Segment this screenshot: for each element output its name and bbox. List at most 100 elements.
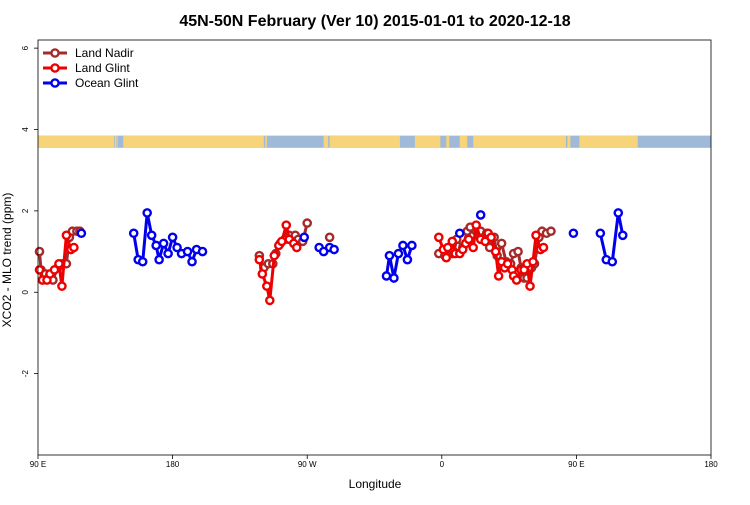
data-point [172,242,182,253]
y-tick-label: 4 [21,127,30,132]
data-point [447,236,458,247]
data-point [398,240,408,251]
data-point [291,242,302,253]
y-tick-label: 6 [21,45,30,50]
data-point [69,242,79,253]
data-point [475,210,486,220]
data-point [525,281,535,291]
data-point [34,265,45,275]
series-ocean-glint [76,208,628,283]
data-point [389,273,399,283]
data-point [471,220,481,230]
land-segment [459,135,468,148]
legend-label: Land Nadir [75,46,134,60]
land-segment [116,135,118,148]
legend-marker [50,63,60,73]
data-point [137,256,148,267]
series-land-glint [34,220,549,306]
x-tick-label: 90 W [298,460,317,469]
data-point [265,295,275,306]
series-line [132,211,203,264]
data-point [151,240,161,251]
land-ocean-band [38,135,711,148]
data-point [34,246,45,257]
data-point [257,269,268,279]
data-point [128,228,139,239]
data-point [146,230,157,241]
legend-label: Ocean Glint [75,76,139,90]
land-segment [265,135,267,148]
data-point [154,254,164,265]
data-point [49,265,60,275]
data-point [538,242,549,253]
y-tick-label: 0 [21,289,30,294]
x-tick-label: 0 [440,460,445,469]
data-point [531,230,541,241]
data-point [269,250,280,261]
land-segment [579,135,638,148]
data-point [513,246,523,257]
data-point [61,230,72,241]
data-point [182,246,193,257]
x-tick-label: 90 E [30,460,46,469]
data-point [613,208,624,218]
land-segment [115,135,117,148]
data-point [486,232,496,243]
data-point [607,256,618,267]
data-point [442,242,453,253]
data-point [163,248,173,259]
data-point [468,242,479,253]
data-point [302,218,313,228]
data-point [54,258,64,269]
x-tick-label: 180 [166,460,180,469]
data-point [281,220,292,230]
data-point [407,240,417,251]
land-segment [329,135,400,148]
legend-marker [50,48,60,58]
chart-title: 45N-50N February (Ver 10) 2015-01-01 to … [179,13,570,30]
land-segment [414,135,441,148]
data-point [454,228,465,239]
land-segment [446,135,450,148]
data-point [493,271,504,281]
land-segment [323,135,329,148]
data-point [617,230,628,241]
data-point [381,271,392,281]
data-point [329,244,339,255]
data-point [262,281,272,291]
data-point [463,234,474,245]
data-point [511,275,522,285]
y-tick-label: 2 [21,208,30,213]
x-tick-label: 90 E [568,460,584,469]
data-point [441,252,452,263]
land-segment [473,135,566,148]
data-point [197,246,208,257]
data-point [490,246,501,257]
data-point [528,256,538,267]
data-point [254,254,265,265]
land-segment [38,135,115,148]
plot-frame [37,39,712,456]
axes: 90 E 180 90 W 0 90 E 180 -2 0 2 4 6 [21,45,718,469]
data-point [502,258,513,269]
data-point [393,248,404,259]
y-axis-label: XCO2 - MLO trend (ppm) [0,193,14,328]
series-layer [34,208,628,306]
x-tick-label: 180 [704,460,718,469]
data-point [187,256,197,267]
data-point [158,238,169,249]
data-point [57,281,67,291]
data-point [568,228,579,239]
data-point [324,232,335,243]
legend-label: Land Glint [75,61,130,75]
data-point [595,228,606,239]
data-point [167,232,178,243]
data-point [546,226,556,237]
legend-marker [50,78,60,88]
data-point [434,232,444,243]
y-tick-label: -2 [21,370,30,378]
land-segment [123,135,264,148]
